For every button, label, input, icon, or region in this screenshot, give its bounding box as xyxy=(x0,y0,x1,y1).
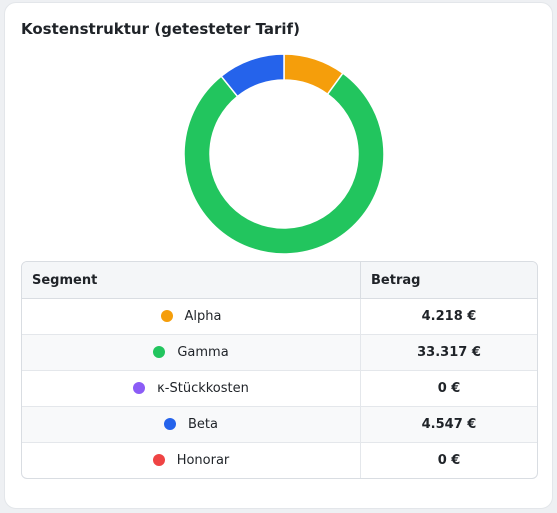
cost-table: Segment Betrag Alpha 4.218 € Gamma 33.31… xyxy=(21,261,538,479)
table-row: Alpha 4.218 € xyxy=(22,298,537,335)
donut-slice-beta xyxy=(220,53,285,98)
table-row: κ-Stückkosten 0 € xyxy=(22,370,537,407)
segment-label: Gamma xyxy=(177,345,229,360)
segment-cell: κ-Stückkosten xyxy=(22,370,361,407)
amount-cell: 4.547 € xyxy=(360,406,537,443)
segment-label: κ-Stückkosten xyxy=(157,381,249,396)
segment-cell: Beta xyxy=(22,406,361,443)
amount-cell: 0 € xyxy=(360,370,537,407)
amount-cell: 33.317 € xyxy=(360,334,537,371)
legend-dot xyxy=(133,382,146,394)
legend-dot xyxy=(153,346,166,358)
legend-dot xyxy=(152,454,165,466)
card-title: Kostenstruktur (getesteter Tarif) xyxy=(21,20,300,38)
donut-chart xyxy=(183,53,385,255)
segment-cell: Honorar xyxy=(22,442,361,478)
segment-label: Alpha xyxy=(184,309,222,324)
legend-dot xyxy=(164,418,176,430)
segment-label: Beta xyxy=(188,417,218,432)
amount-cell: 0 € xyxy=(360,442,537,478)
table-row: Beta 4.547 € xyxy=(22,406,537,443)
table-header-row: Segment Betrag xyxy=(22,262,537,299)
donut-slice-gamma xyxy=(183,72,385,255)
segment-cell: Alpha xyxy=(22,298,361,335)
amount-cell: 4.218 € xyxy=(421,309,477,324)
legend-dot xyxy=(160,310,173,322)
column-header-segment: Segment xyxy=(22,262,361,299)
table-row: Honorar 0 € xyxy=(22,442,537,478)
column-header-amount: Betrag xyxy=(360,262,537,299)
cost-structure-card: Kostenstruktur (getesteter Tarif) Segmen… xyxy=(4,2,553,509)
segment-cell: Gamma xyxy=(22,334,361,371)
segment-label: Honorar xyxy=(176,453,230,468)
table-row: Gamma 33.317 € xyxy=(22,334,537,371)
